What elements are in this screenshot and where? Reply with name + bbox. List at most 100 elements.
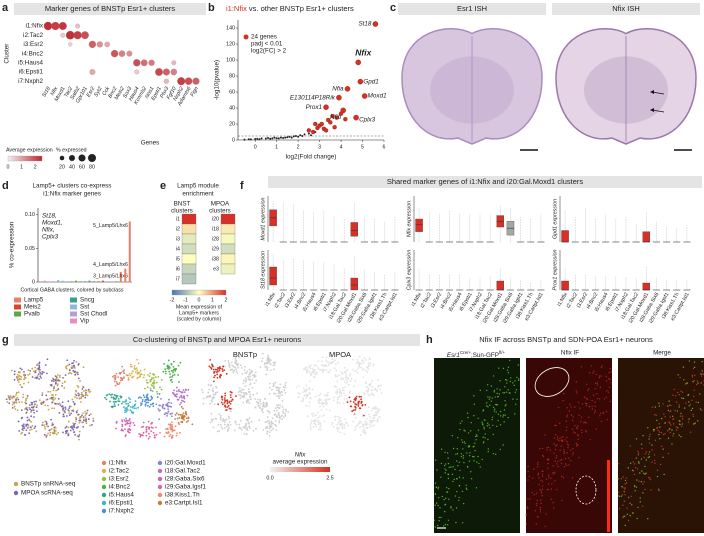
- color-bar: [270, 467, 330, 472]
- umap-cell: [68, 412, 70, 415]
- speckle: [517, 379, 520, 382]
- umap-cell: [36, 410, 38, 413]
- umap-cell: [178, 396, 181, 399]
- umap-cell: [49, 434, 51, 436]
- image-title: Nfix IF: [561, 350, 579, 357]
- speckle: [662, 456, 664, 459]
- umap-cell: [262, 352, 264, 355]
- umap-cell: [150, 430, 153, 433]
- labeled-point: [323, 104, 329, 110]
- umap-cell: [221, 368, 224, 370]
- umap-cell: [26, 427, 29, 429]
- umap-cell: [345, 369, 348, 372]
- speckle: [476, 461, 478, 463]
- umap-cell: [305, 397, 308, 400]
- umap-cell: [23, 427, 26, 430]
- speckle: [550, 477, 552, 479]
- umap-cell: [144, 387, 146, 390]
- umap-cell: [302, 391, 304, 394]
- umap-cell: [81, 421, 83, 424]
- panel-title: Co-clustering of BNSTp and MPOA Esr1+ ne…: [133, 335, 301, 344]
- umap-cell: [69, 429, 72, 432]
- umap-cell: [47, 408, 50, 411]
- umap-cell: [220, 426, 223, 429]
- umap-cell: [64, 374, 67, 376]
- speckle: [676, 410, 679, 412]
- umap-cell: [155, 433, 158, 436]
- legend-swatch: [14, 304, 21, 310]
- umap-cell: [150, 422, 152, 425]
- speckle: [554, 445, 557, 447]
- umap-cell: [298, 384, 301, 387]
- umap-cell: [345, 382, 348, 384]
- speckle: [648, 451, 651, 453]
- speckle: [541, 488, 544, 490]
- speckle: [643, 456, 645, 459]
- umap-cell: [68, 420, 70, 423]
- umap-cell: [338, 420, 341, 422]
- umap-cell: [344, 386, 346, 388]
- umap-cell: [372, 363, 375, 366]
- umap-cell: [129, 401, 131, 404]
- bar: [101, 280, 104, 282]
- speckle: [606, 390, 608, 392]
- umap-cell: [163, 363, 166, 365]
- umap-cell: [226, 402, 229, 405]
- speckle: [488, 424, 490, 426]
- umap-cell: [283, 389, 286, 392]
- umap-cell: [254, 406, 257, 408]
- speckle: [458, 476, 461, 478]
- gene-label: Esr2: [86, 86, 97, 98]
- umap-cell: [28, 432, 31, 435]
- umap-cell: [77, 392, 80, 395]
- umap-cell: [31, 424, 34, 427]
- umap-cell: [63, 386, 66, 389]
- significant-point: [323, 128, 329, 133]
- umap-cell: [209, 358, 212, 361]
- umap-cell: [369, 423, 372, 426]
- speckle: [631, 504, 633, 506]
- gene-label: Nos1: [144, 86, 155, 100]
- umap-cell: [139, 369, 142, 372]
- speckle: [565, 464, 568, 466]
- umap-cell: [264, 426, 267, 429]
- umap-cell: [147, 399, 150, 402]
- umap-cell: [340, 378, 343, 381]
- speckle: [674, 409, 676, 412]
- umap-cell: [44, 364, 47, 367]
- umap-cell: [142, 431, 145, 434]
- point: [284, 136, 287, 139]
- umap-cell: [81, 388, 84, 390]
- umap-cell: [365, 426, 368, 429]
- heatmap-cell: [220, 253, 236, 265]
- umap-cell: [306, 368, 308, 371]
- box: [561, 280, 569, 291]
- speckle: [701, 373, 703, 376]
- umap-cell: [83, 390, 85, 392]
- legend-text: Lamp5: [24, 297, 44, 304]
- speckle: [561, 499, 563, 502]
- speckle: [576, 392, 578, 394]
- umap-cell: [169, 423, 172, 426]
- speckle: [559, 449, 561, 452]
- cluster-label: i5:Haus4: [18, 59, 43, 66]
- umap-cell: [266, 416, 269, 418]
- speckle: [585, 383, 588, 385]
- umap-cell: [314, 395, 317, 398]
- gene-label: Syt2: [93, 86, 104, 98]
- arrow-head: [650, 90, 654, 94]
- umap-cell: [235, 423, 238, 426]
- umap-cell: [281, 418, 284, 421]
- umap-cell: [89, 390, 92, 393]
- umap-cell: [310, 422, 312, 424]
- speckle: [574, 406, 576, 408]
- umap-cell: [25, 411, 28, 414]
- speckle: [567, 447, 569, 449]
- legend-text: e3:Cartpt.Isl1: [165, 500, 203, 507]
- speckle: [541, 473, 544, 476]
- speckle: [525, 523, 528, 525]
- speckle: [568, 410, 571, 412]
- umap-cell: [124, 423, 127, 426]
- umap-cell: [239, 364, 242, 367]
- speckle: [498, 367, 500, 369]
